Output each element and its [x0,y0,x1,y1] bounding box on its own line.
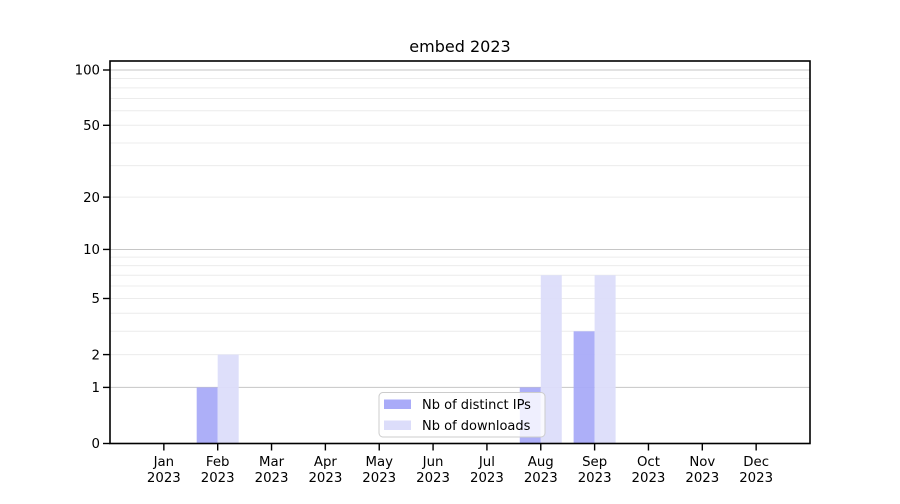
x-tick-label-month: Feb [206,455,230,470]
x-tick-label-year: 2023 [201,471,235,486]
x-tick-label-month: Jan [153,455,175,470]
x-tick-label-year: 2023 [416,471,450,486]
axis-ticks [103,69,757,451]
legend-label-distinct-ips: Nb of distinct IPs [422,398,531,413]
plot-frame [109,60,811,445]
x-tick-label-year: 2023 [685,471,719,486]
y-tick-label: 5 [92,292,100,307]
major-gridlines [110,69,810,388]
legend-box [378,392,546,438]
legend: Nb of distinct IPs Nb of downloads [378,392,546,438]
y-tick-label: 10 [83,243,100,258]
x-tick-label-month: Jul [478,455,495,470]
x-tick-label-month: Oct [637,455,660,470]
x-tick-label-year: 2023 [255,471,289,486]
y-tick-label: 0 [92,437,100,452]
x-tick-label-month: Nov [689,455,715,470]
x-tick-label-year: 2023 [308,471,342,486]
legend-swatch-distinct-ips-icon [384,399,411,409]
y-tick-label: 2 [92,348,100,363]
x-tick-label-year: 2023 [524,471,558,486]
y-tick-label: 20 [83,191,100,206]
x-tick-label-year: 2023 [578,471,612,486]
x-tick-label-year: 2023 [362,471,396,486]
legend-swatch-downloads-icon [384,420,411,430]
x-tick-label-month: Sep [582,455,607,470]
x-tick-label-month: May [365,455,393,470]
x-tick-label-year: 2023 [470,471,504,486]
x-tick-label-year: 2023 [632,471,666,486]
bar-downloads [594,275,616,444]
bar-distinct-ips [196,387,218,444]
bar-distinct-ips [573,331,595,444]
y-tick-label: 100 [75,64,100,79]
x-tick-label-month: Apr [314,455,338,470]
x-tick-label-year: 2023 [739,471,773,486]
x-tick-label-year: 2023 [147,471,181,486]
x-tick-label-month: Dec [743,455,769,470]
x-tick-label-month: Aug [528,455,554,470]
x-axis-labels: Jan2023Feb2023Mar2023Apr2023May2023Jun20… [147,455,773,486]
y-tick-label: 1 [92,381,100,396]
bar-downloads [540,275,562,444]
y-tick-label: 50 [83,119,100,134]
minor-gridlines [110,77,810,356]
x-tick-label-month: Jun [422,455,444,470]
legend-label-downloads: Nb of downloads [422,419,531,434]
bar-downloads [217,354,239,444]
chart-title: embed 2023 [409,37,510,56]
x-tick-label-month: Mar [259,455,285,470]
